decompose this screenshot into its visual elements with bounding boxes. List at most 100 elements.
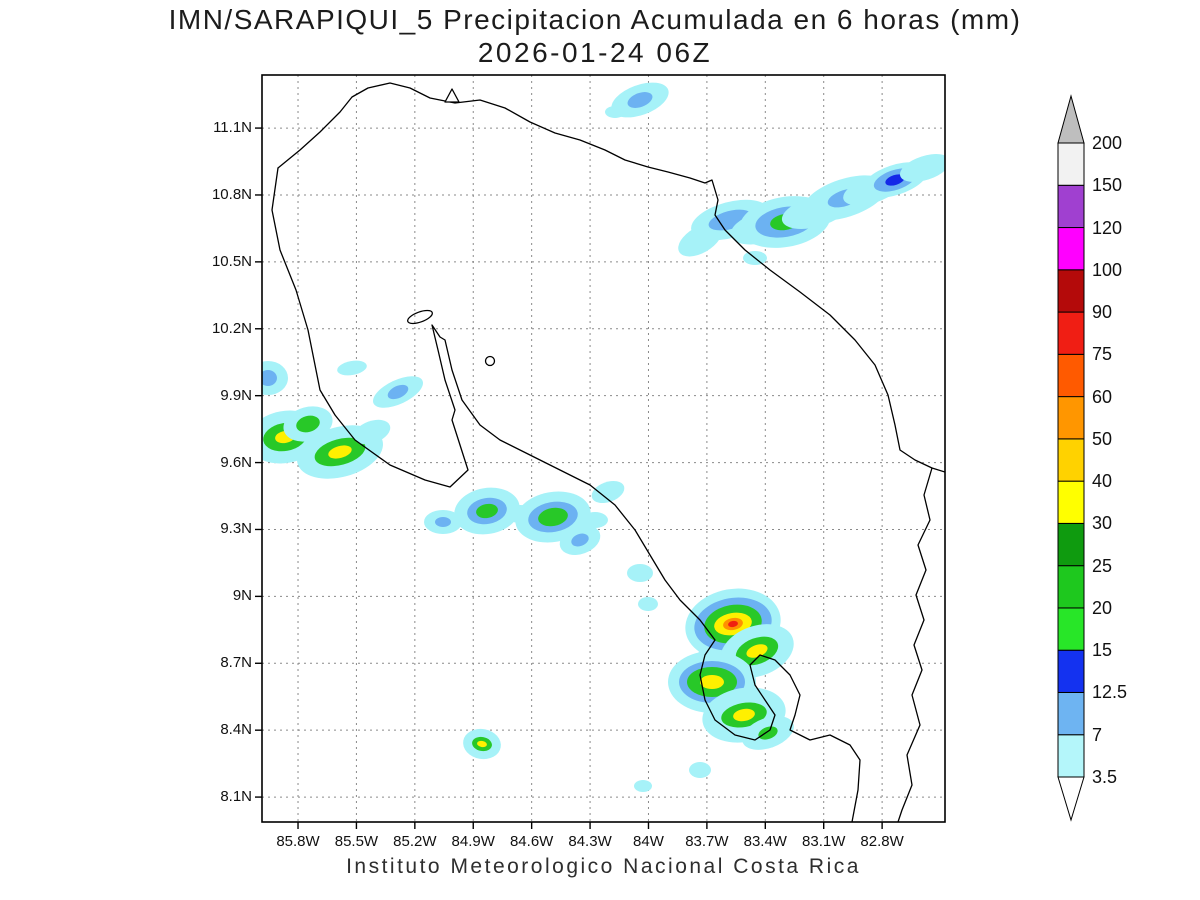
lat-tick-label: 8.4N (220, 721, 252, 739)
precip-cell (582, 512, 608, 528)
colorbar-level-label: 25 (1092, 555, 1113, 576)
precip-cell (742, 716, 794, 750)
colorbar-segment (1057, 734, 1085, 778)
precip-cell (634, 780, 652, 792)
colorbar-level-label: 7 (1092, 724, 1103, 745)
map-subtitle-date: 2026-01-24 06Z (477, 37, 713, 68)
colorbar-level-label: 15 (1092, 640, 1113, 661)
precip-contour-green (538, 507, 568, 527)
precip-contour-cyan (591, 480, 625, 504)
colorbar-segment (1057, 142, 1085, 186)
small-lake (484, 355, 496, 367)
colorbar-segment (1057, 353, 1085, 398)
precip-contour-cyan (605, 106, 625, 118)
precip-contour-dblue (885, 174, 905, 186)
colorbar-segment (1057, 184, 1085, 229)
colorbar-segment (1057, 269, 1085, 313)
panama-border-path (897, 467, 933, 822)
colorbar-level-label: 50 (1092, 428, 1113, 449)
lat-tick-label: 10.5N (211, 252, 252, 270)
colorbar-segment (1057, 396, 1085, 440)
lat-tick-label: 8.1N (220, 788, 252, 806)
lat-tick-label: 10.8N (211, 185, 252, 203)
precip-contour-yellow (733, 708, 755, 722)
volcano-triangle-marker (444, 88, 460, 103)
lake-arenal (407, 309, 433, 325)
colorbar-level-label: 100 (1092, 259, 1123, 280)
precipitation-shading (262, 82, 945, 792)
colorbar-under-arrow (1057, 776, 1085, 822)
colorbar-segment (1057, 565, 1085, 609)
plot-frame (261, 74, 946, 823)
precip-contour-red (728, 620, 738, 628)
precip-contour-green (758, 726, 778, 740)
precip-cell (373, 376, 423, 408)
precip-cell (463, 728, 501, 760)
precip-cell (689, 762, 711, 778)
map-plot-area (255, 74, 946, 829)
precip-contour-blue (262, 370, 277, 386)
precip-cell (353, 419, 391, 445)
precip-cell (262, 361, 288, 395)
colorbar-segment (1057, 227, 1085, 271)
precip-cell (454, 487, 520, 535)
precip-cell (591, 480, 625, 504)
lat-tick-label: 8.7N (220, 654, 252, 672)
colorbar-level-label: 12.5 (1092, 682, 1128, 703)
colorbar (1057, 94, 1085, 822)
lat-tick-label: 9N (232, 587, 252, 605)
precip-cell (559, 525, 601, 555)
lon-tick-label: 83.4W (743, 833, 787, 850)
lon-tick-label: 83.1W (802, 833, 846, 850)
colorbar-level-label: 120 (1092, 217, 1123, 238)
precip-contour-cyan (638, 597, 658, 611)
precip-contour-cyan (689, 762, 711, 778)
colorbar-segment (1057, 480, 1085, 524)
colorbar-level-label: 90 (1092, 302, 1113, 323)
lat-tick-label: 9.3N (220, 520, 252, 538)
precip-contour-green (476, 503, 498, 519)
pacific-coast-path (271, 167, 861, 822)
colorbar-over-arrow (1057, 94, 1085, 144)
precip-cell (424, 510, 462, 534)
lon-tick-label: 84.3W (568, 833, 612, 850)
precip-cell (627, 564, 653, 582)
precip-contour-cyan (627, 564, 653, 582)
axis-ticks (255, 127, 883, 829)
precip-contour-yellow (328, 445, 352, 459)
lon-tick-label: 84.9W (451, 833, 495, 850)
precip-cell (638, 597, 658, 611)
precip-cell (611, 82, 669, 118)
colorbar-segment (1057, 691, 1085, 736)
precip-contour-blue (571, 533, 589, 547)
precip-contour-green (296, 415, 320, 433)
precip-contour-cyan (353, 419, 391, 445)
precip-contour-blue (387, 384, 409, 400)
colorbar-level-label: 40 (1092, 471, 1113, 492)
footer-institution: Instituto Meteorologico Nacional Costa R… (346, 855, 861, 878)
lat-tick-label: 11.1N (213, 119, 252, 137)
colorbar-level-label: 75 (1092, 344, 1113, 365)
coastline-layer (271, 82, 945, 822)
lon-tick-label: 85.8W (276, 833, 320, 850)
colorbar-level-label: 60 (1092, 386, 1113, 407)
colorbar-segment (1057, 311, 1085, 355)
nicaragua-border-caribbean-coast-path (277, 82, 945, 473)
colorbar-level-label: 150 (1092, 175, 1123, 196)
precip-contour-blue (627, 92, 653, 108)
lon-tick-label: 84.6W (509, 833, 554, 850)
precip-contour-yellow (477, 740, 487, 748)
lat-tick-label: 9.6N (220, 453, 252, 471)
colorbar-level-label: 20 (1092, 597, 1113, 618)
lat-tick-label: 10.2N (211, 319, 252, 337)
precip-contour-blue (435, 517, 451, 527)
map-title: IMN/SARAPIQUI_5 Precipitacion Acumulada … (168, 4, 1022, 35)
lat-tick-label: 9.9N (220, 386, 252, 404)
lon-tick-label: 82.8W (860, 833, 904, 850)
lon-tick-label: 83.7W (685, 833, 729, 850)
lon-tick-label: 84W (633, 833, 664, 850)
colorbar-segment (1057, 438, 1085, 482)
title-block: IMN/SARAPIQUI_5 Precipitacion Acumulada … (0, 4, 1190, 69)
precip-cell (899, 154, 945, 182)
